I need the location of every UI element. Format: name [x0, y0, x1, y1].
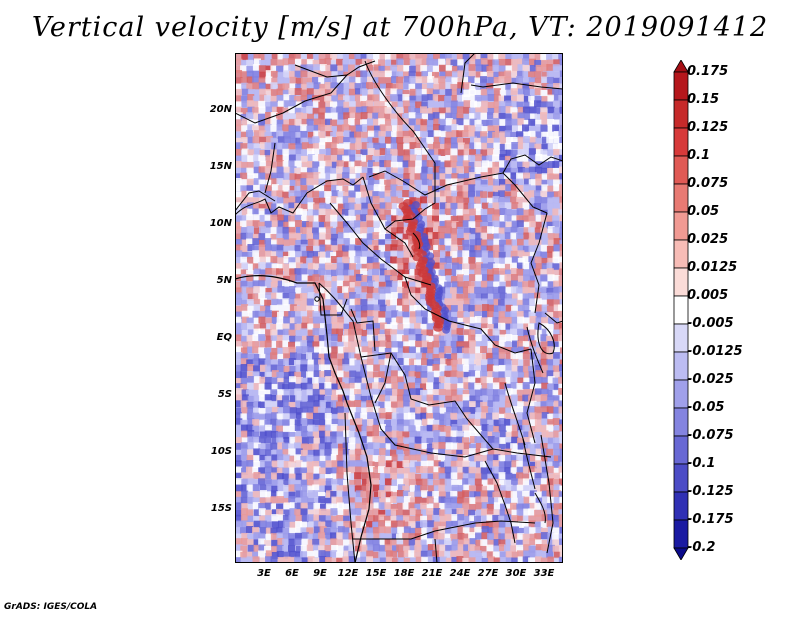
colorbar-label: 0.05	[687, 204, 720, 219]
colorbar-bin	[673, 239, 689, 269]
colorbar-label: 0.005	[687, 288, 729, 303]
lat-label-eq: EQ	[216, 332, 232, 343]
lat-label-15n: 15N	[209, 161, 232, 172]
lat-label-5s: 5S	[217, 389, 232, 400]
lat-label-20n: 20N	[209, 104, 232, 115]
colorbar-label: 0.0125	[687, 260, 738, 275]
lon-label-18e: 18E	[393, 568, 415, 579]
lakes	[314, 232, 555, 524]
colorbar-bin	[673, 407, 689, 437]
colorbar-label: -0.0125	[687, 344, 743, 359]
colorbar-bin	[673, 463, 689, 493]
colorbar-bin	[673, 183, 689, 213]
lat-label-15s: 15S	[210, 503, 232, 514]
colorbar-bin	[673, 127, 689, 157]
lon-label-6e: 6E	[285, 568, 299, 579]
lon-label-24e: 24E	[449, 568, 471, 579]
colorbar-bin	[673, 351, 689, 381]
colorbar-label: -0.1	[687, 456, 716, 471]
colorbar-bin	[673, 323, 689, 353]
colorbar-bin	[673, 519, 689, 549]
colorbar-label: -0.125	[687, 484, 734, 499]
lon-label-12e: 12E	[337, 568, 359, 579]
colorbar-bin	[673, 211, 689, 241]
colorbar-label: 0.025	[687, 232, 729, 247]
lon-label-27e: 27E	[477, 568, 499, 579]
colorbar-label: 0.1	[687, 148, 711, 163]
lat-label-10s: 10S	[210, 446, 232, 457]
colorbar-label: 0.075	[687, 176, 729, 191]
lon-label-3e: 3E	[257, 568, 271, 579]
colorbar-bin	[673, 491, 689, 521]
lon-label-9e: 9E	[313, 568, 327, 579]
colorbar-bin-min	[673, 547, 689, 560]
colorbar-bin	[673, 435, 689, 465]
map-frame	[235, 53, 563, 563]
colorbar-label: 0.125	[687, 120, 729, 135]
colorbar-bin	[673, 155, 689, 185]
colorbar	[673, 60, 689, 560]
colorbar-bin-max	[673, 60, 689, 73]
colorbar-label: -0.005	[687, 316, 734, 331]
colorbar-bin	[673, 379, 689, 409]
colorbar-bin	[673, 267, 689, 297]
lon-label-30e: 30E	[505, 568, 527, 579]
colorbar-bin	[673, 71, 689, 101]
colorbar-label: 0.175	[687, 64, 729, 79]
colorbar-label: -0.025	[687, 372, 734, 387]
country-borders	[235, 53, 563, 563]
colorbar-label: 0.15	[687, 92, 720, 107]
colorbar-label: -0.175	[687, 512, 734, 527]
map-title: Vertical velocity [m/s] at 700hPa, VT: 2…	[31, 12, 769, 43]
colorbar-bin	[673, 295, 689, 325]
lat-label-5n: 5N	[216, 275, 232, 286]
velocity-field	[235, 53, 563, 563]
colorbar-bin	[673, 99, 689, 129]
lon-label-33e: 33E	[533, 568, 555, 579]
colorbar-label: -0.05	[687, 400, 725, 415]
colorbar-label: -0.2	[687, 540, 716, 555]
grads-credit: GrADS: IGES/COLA	[4, 602, 98, 612]
colorbar-label: -0.075	[687, 428, 734, 443]
coastline	[235, 274, 372, 563]
lon-label-15e: 15E	[365, 568, 387, 579]
map-panel	[235, 53, 563, 563]
lat-label-10n: 10N	[209, 218, 232, 229]
lon-label-21e: 21E	[421, 568, 443, 579]
